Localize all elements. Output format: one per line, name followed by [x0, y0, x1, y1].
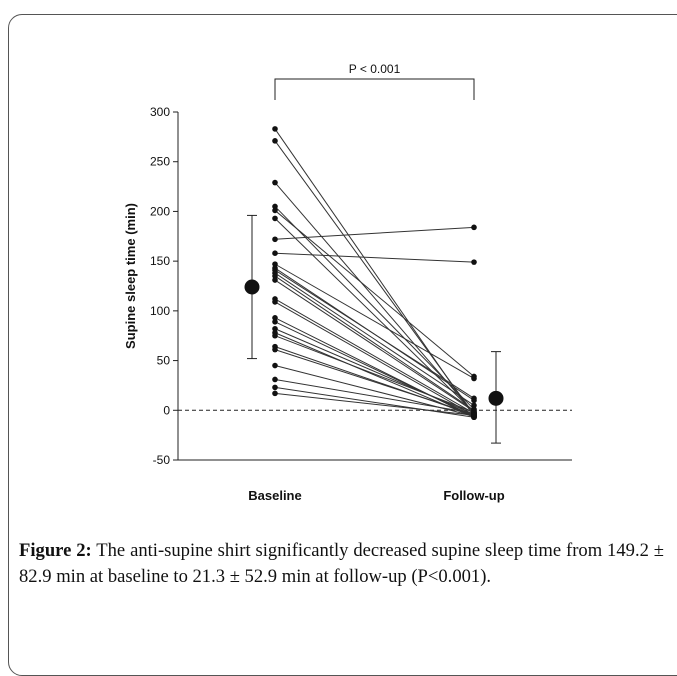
mean-marker — [244, 279, 260, 295]
pair-line — [274, 269, 475, 399]
y-tick-label: 100 — [150, 304, 170, 318]
figure-caption: Figure 2: The anti-supine shirt signific… — [19, 538, 664, 590]
baseline-point — [272, 376, 278, 383]
figure-panel — [8, 14, 677, 676]
pair-line — [274, 218, 475, 413]
pair-lines — [274, 128, 475, 418]
followup-point — [471, 259, 477, 265]
baseline-point — [272, 332, 278, 339]
baseline-point — [272, 384, 278, 391]
baseline-point — [272, 138, 278, 144]
baseline-point — [272, 299, 278, 305]
pair-line — [274, 335, 475, 413]
y-tick-label: 300 — [150, 105, 170, 119]
x-category-label: Baseline — [248, 488, 301, 503]
x-category-label: Follow-up — [443, 488, 504, 503]
pair-line — [274, 263, 475, 379]
pair-line — [274, 386, 475, 418]
y-tick-label: 250 — [150, 155, 170, 169]
pair-line — [274, 392, 475, 416]
y-tick-label: 50 — [157, 354, 171, 368]
y-tick-label: 0 — [163, 403, 170, 417]
followup-point — [471, 224, 477, 231]
followup-point — [471, 395, 477, 402]
bracket-line — [274, 78, 475, 100]
followup-point — [471, 375, 477, 382]
baseline-point — [272, 207, 278, 214]
pair-line — [274, 328, 475, 415]
baseline-point — [272, 318, 278, 325]
caption-text: The anti-supine shirt significantly decr… — [19, 540, 664, 587]
pair-line — [274, 272, 475, 406]
followup-point — [471, 402, 477, 409]
pair-line — [274, 349, 475, 415]
axes: -50 0 50 100 150 200 250 300 Supine sleep time (… — [123, 105, 572, 503]
paired-plot: -50 0 50 100 150 200 250 300 Supine sleep time (… — [123, 62, 572, 503]
baseline-point — [272, 250, 278, 256]
pair-line — [274, 252, 475, 263]
pair-line — [274, 226, 475, 240]
baseline-point — [272, 390, 278, 397]
followup-point — [471, 412, 477, 419]
mean-marker — [488, 390, 504, 406]
y-tick-label: -50 — [153, 453, 171, 467]
y-tick-label: 200 — [150, 204, 170, 218]
baseline-point — [272, 362, 278, 369]
y-tick-label: 150 — [150, 254, 170, 268]
baseline-point — [272, 277, 278, 283]
significance-bracket: P < 0.001 — [274, 62, 475, 100]
caption-label: Figure 2: — [19, 540, 92, 561]
significance-label: P < 0.001 — [349, 62, 401, 76]
pair-line — [274, 275, 475, 411]
baseline-point — [272, 315, 278, 321]
pair-line — [274, 140, 475, 415]
baseline-point — [272, 325, 278, 332]
pair-line — [274, 279, 475, 412]
pair-line — [274, 206, 475, 410]
baseline-point — [272, 126, 278, 132]
pair-line — [274, 301, 475, 416]
data-points — [272, 126, 477, 421]
pair-line — [274, 378, 475, 414]
baseline-point — [272, 203, 278, 210]
baseline-point — [272, 179, 278, 186]
y-axis-label: Supine sleep time (min) — [123, 203, 138, 349]
baseline-point — [272, 346, 278, 353]
pair-line — [274, 298, 475, 414]
summary-markers — [244, 214, 504, 444]
baseline-point — [272, 273, 278, 279]
baseline-point — [272, 215, 278, 222]
baseline-point — [272, 261, 278, 267]
baseline-point — [272, 236, 278, 243]
pair-line — [274, 210, 475, 377]
